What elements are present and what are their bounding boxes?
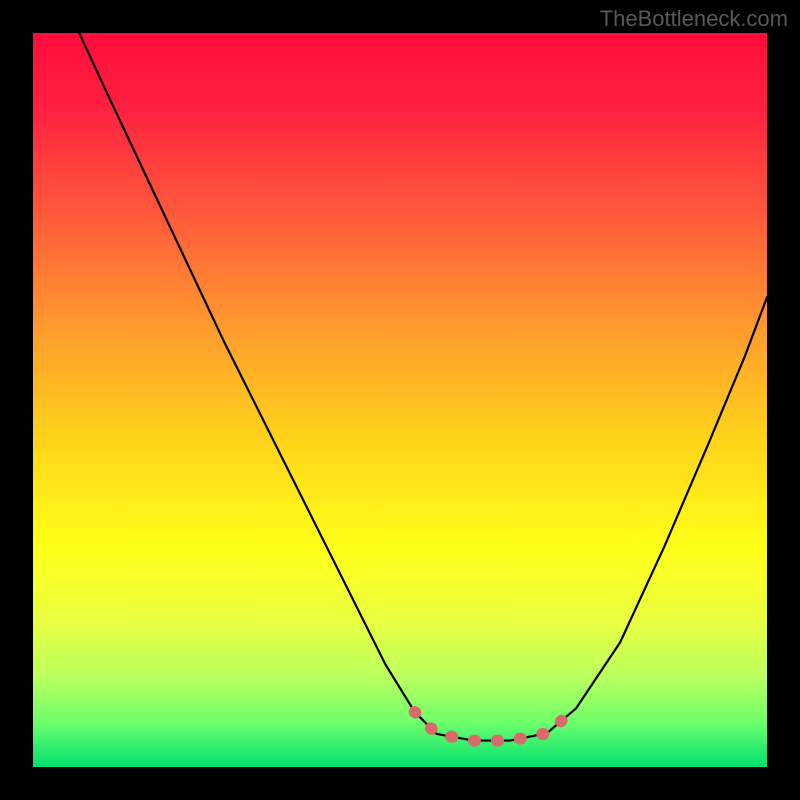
chart-svg [33,33,767,767]
plot-area [33,33,767,767]
chart-container: TheBottleneck.com [0,0,800,800]
source-watermark: TheBottleneck.com [600,6,788,32]
gradient-background [33,33,767,767]
